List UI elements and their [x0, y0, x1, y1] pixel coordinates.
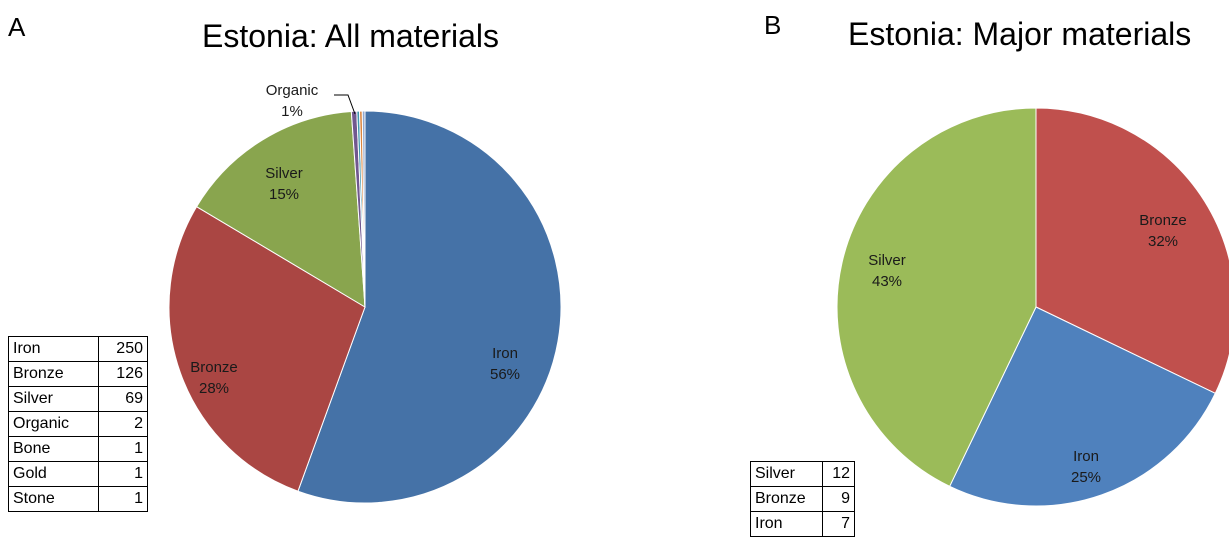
panel-a-letter: A: [8, 12, 26, 42]
slice-label-iron: Iron 25%: [1071, 448, 1101, 486]
material-name: Gold: [8, 461, 99, 487]
material-count: 1: [97, 461, 149, 487]
table-row: Silver 69: [8, 386, 149, 412]
table-row: Silver 12: [750, 461, 856, 487]
table-row: Iron 250: [8, 336, 149, 362]
slice-label-silver: Silver 43%: [868, 252, 906, 290]
material-name: Organic: [8, 411, 99, 437]
slice-name: Bronze: [1139, 212, 1187, 229]
slice-label-organic: Organic 1%: [266, 82, 319, 120]
slice-bronze: [168, 205, 366, 492]
table-row: Bone 1: [8, 436, 149, 462]
slice-name: Iron: [1073, 448, 1099, 465]
slice-label-iron: Iron 56%: [490, 345, 520, 383]
table-row: Bronze 126: [8, 361, 149, 387]
slice-percent: 56%: [490, 366, 520, 383]
slice-label-silver: Silver 15%: [265, 165, 303, 203]
slice-iron: [948, 306, 1216, 507]
slice-stone: [361, 110, 366, 308]
table-row: Bronze 9: [750, 486, 856, 512]
material-count-table-a: Iron 250 Bronze 126 Silver 69 Organic 2 Bone 1 Gol…: [8, 336, 149, 512]
slice-silver: [836, 107, 1037, 487]
table-row: Gold 1: [8, 461, 149, 487]
slice-name: Bronze: [190, 359, 238, 376]
panel-b-letter: B: [764, 10, 782, 40]
material-name: Bronze: [750, 486, 823, 512]
slice-name: Silver: [868, 252, 906, 269]
chart-a-title: Estonia: All materials: [202, 18, 500, 54]
material-name: Silver: [8, 386, 99, 412]
material-name: Stone: [8, 486, 99, 512]
table-row: Organic 2: [8, 411, 149, 437]
slice-silver: [195, 110, 366, 308]
slice-percent: 1%: [281, 103, 303, 120]
material-count: 69: [97, 386, 149, 412]
slice-iron: [297, 110, 562, 504]
material-name: Iron: [750, 511, 823, 537]
slice-percent: 28%: [199, 380, 229, 397]
material-count: 1: [97, 486, 149, 512]
slice-percent: 15%: [269, 186, 299, 203]
slice-name: Silver: [265, 165, 303, 182]
material-count: 250: [97, 336, 149, 362]
material-name: Bronze: [8, 361, 99, 387]
material-count: 12: [821, 461, 856, 487]
slice-label-bronze: Bronze 32%: [1139, 212, 1187, 250]
material-count: 7: [821, 511, 856, 537]
material-name: Iron: [8, 336, 99, 362]
material-name: Bone: [8, 436, 99, 462]
slice-name: Iron: [492, 345, 518, 362]
material-name: Silver: [750, 461, 823, 487]
material-count: 1: [97, 436, 149, 462]
chart-b-title: Estonia: Major materials: [848, 16, 1192, 52]
slice-bronze: [1035, 107, 1229, 395]
material-count-table-b: Silver 12 Bronze 9 Iron 7: [750, 461, 856, 537]
table-row: Stone 1: [8, 486, 149, 512]
slice-percent: 43%: [872, 273, 902, 290]
pie-b: Bronze 32% Iron 25% Silver 43%: [836, 107, 1229, 507]
material-count: 9: [821, 486, 856, 512]
pie-a: Iron 56% Bronze 28% Silver 15% Organic 1%: [168, 82, 562, 504]
table-row: Iron 7: [750, 511, 856, 537]
slice-percent: 25%: [1071, 469, 1101, 486]
slice-percent: 32%: [1148, 233, 1178, 250]
organic-leader-line: [334, 94, 356, 115]
material-count: 2: [97, 411, 149, 437]
material-count: 126: [97, 361, 149, 387]
slice-label-bronze: Bronze 28%: [190, 359, 238, 397]
slice-name: Organic: [266, 82, 319, 99]
